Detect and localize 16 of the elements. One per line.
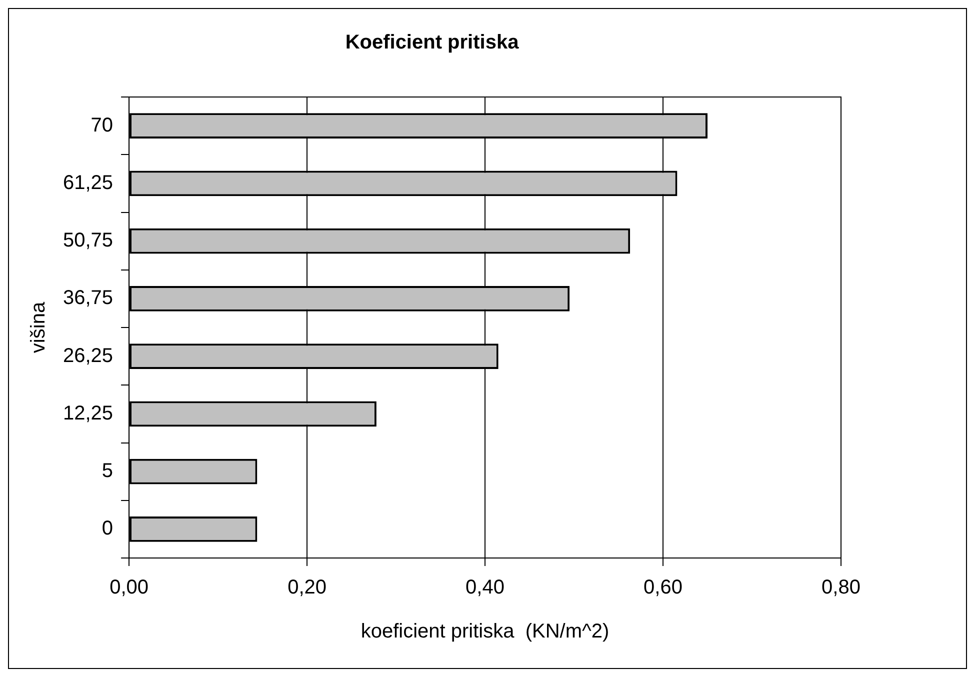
y-tick-label: 36,75 — [62, 287, 114, 310]
x-tick-label: 0,80 — [822, 576, 860, 599]
y-tick-label: 70 — [90, 114, 114, 136]
y-tick-label: 50,75 — [62, 230, 114, 252]
y-tick-label: 26,25 — [62, 344, 114, 367]
x-tick-label: 0,40 — [466, 576, 504, 599]
y-tick-label: 0 — [102, 518, 114, 540]
chart-title: Koeficient pritiska — [345, 32, 520, 54]
y-tick-label: 61,25 — [62, 172, 114, 194]
y-tick-label: 5 — [102, 460, 114, 482]
x-axis-title: koeficient pritiska (KN/m^2) — [360, 620, 610, 643]
x-tick-label: 0,20 — [288, 576, 327, 599]
y-tick-label: 12,25 — [62, 402, 114, 424]
x-tick-label: 0,00 — [110, 576, 149, 599]
x-tick-label: 0,60 — [644, 576, 682, 599]
y-axis-title: višina — [28, 301, 50, 354]
